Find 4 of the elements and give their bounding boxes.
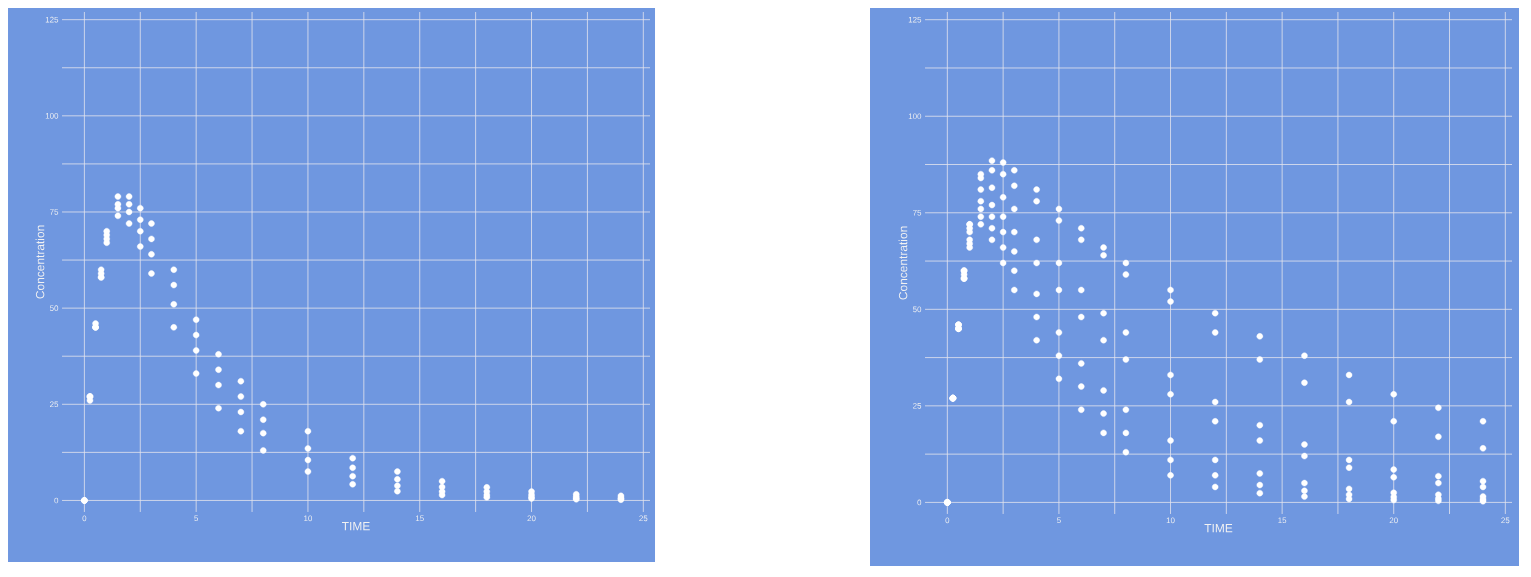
- x-axis-title: TIME: [1204, 524, 1233, 533]
- x-axis-title: TIME: [342, 522, 370, 531]
- y-axis-title: Concentration: [898, 226, 908, 300]
- y-axis-title: Concentration: [35, 225, 45, 299]
